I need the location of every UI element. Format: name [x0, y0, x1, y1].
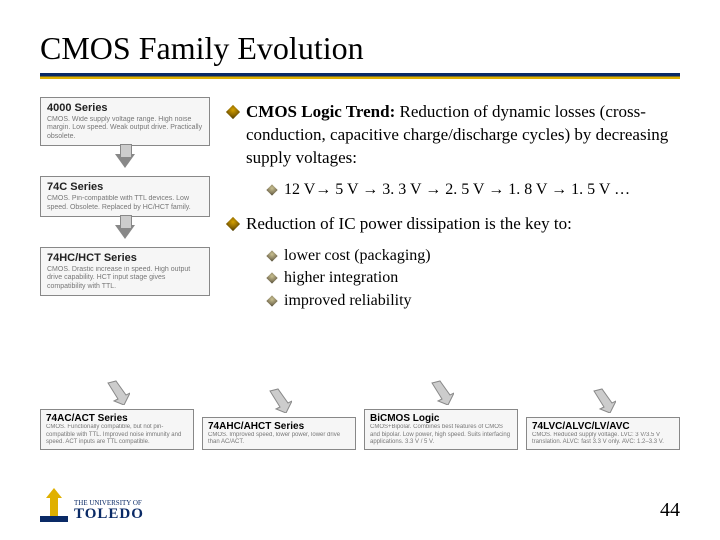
- bullet-item: CMOS Logic Trend: Reduction of dynamic l…: [228, 101, 680, 170]
- bottom-cell: 74LVC/ALVC/LV/AVC CMOS. Reduced supply v…: [526, 387, 680, 450]
- series-title: 74AC/ACT Series: [46, 413, 188, 424]
- title-underline: [40, 73, 680, 79]
- sub-text: 12 V→ 5 V → 3. 3 V → 2. 5 V → 1. 8 V → 1…: [284, 180, 630, 201]
- bottom-series-row: 74AC/ACT Series CMOS. Functionally compa…: [40, 379, 680, 450]
- sub-marker-icon: [266, 273, 277, 284]
- content-row: 4000 Series CMOS. Wide supply voltage ra…: [40, 97, 680, 324]
- series-title: 74HC/HCT Series: [47, 252, 203, 264]
- series-box: 74C Series CMOS. Pin-compatible with TTL…: [40, 176, 210, 217]
- series-box: 74AC/ACT Series CMOS. Functionally compa…: [40, 409, 194, 450]
- sub-item: higher integration: [268, 268, 680, 289]
- bullet-lead: CMOS Logic Trend:: [246, 102, 395, 121]
- sub-list: 12 V→ 5 V → 3. 3 V → 2. 5 V → 1. 8 V → 1…: [228, 180, 680, 201]
- series-desc: CMOS. Wide supply voltage range. High no…: [47, 116, 203, 141]
- sub-list: lower cost (packaging) higher integratio…: [228, 246, 680, 312]
- series-box: 4000 Series CMOS. Wide supply voltage ra…: [40, 97, 210, 146]
- logo-text: THE UNIVERSITY OF TOLEDO: [74, 500, 144, 522]
- right-bullets-column: CMOS Logic Trend: Reduction of dynamic l…: [228, 97, 680, 324]
- sub-item: improved reliability: [268, 291, 680, 312]
- series-title: 74LVC/ALVC/LV/AVC: [532, 421, 674, 432]
- diag-arrow-icon: [104, 379, 130, 405]
- series-desc: CMOS+Bipolar. Combines best features of …: [370, 424, 512, 446]
- university-logo: THE UNIVERSITY OF TOLEDO: [40, 488, 144, 522]
- left-series-column: 4000 Series CMOS. Wide supply voltage ra…: [40, 97, 210, 296]
- series-box: 74LVC/ALVC/LV/AVC CMOS. Reduced supply v…: [526, 417, 680, 450]
- bottom-cell: 74AHC/AHCT Series CMOS. Improved speed, …: [202, 387, 356, 450]
- bottom-cell: 74AC/ACT Series CMOS. Functionally compa…: [40, 379, 194, 450]
- series-desc: CMOS. Pin-compatible with TTL devices. L…: [47, 195, 203, 212]
- series-desc: CMOS. Improved speed, lower power, lower…: [208, 432, 350, 446]
- bullet-text: Reduction of IC power dissipation is the…: [246, 213, 572, 236]
- sub-marker-icon: [266, 250, 277, 261]
- logo-mark-icon: [40, 488, 68, 522]
- page-number: 44: [660, 499, 680, 522]
- series-box: BiCMOS Logic CMOS+Bipolar. Combines best…: [364, 409, 518, 450]
- sub-item: 12 V→ 5 V → 3. 3 V → 2. 5 V → 1. 8 V → 1…: [268, 180, 680, 201]
- bullet-item: Reduction of IC power dissipation is the…: [228, 213, 680, 236]
- bullet-text: CMOS Logic Trend: Reduction of dynamic l…: [246, 101, 680, 170]
- diag-arrow-icon: [428, 379, 454, 405]
- series-title: 4000 Series: [47, 102, 203, 114]
- down-arrow-icon: [115, 154, 135, 168]
- logo-line2: TOLEDO: [74, 507, 144, 522]
- series-title: 74C Series: [47, 181, 203, 193]
- series-title: BiCMOS Logic: [370, 413, 512, 424]
- series-title: 74AHC/AHCT Series: [208, 421, 350, 432]
- bottom-cell: BiCMOS Logic CMOS+Bipolar. Combines best…: [364, 379, 518, 450]
- sub-marker-icon: [266, 295, 277, 306]
- footer: THE UNIVERSITY OF TOLEDO 44: [40, 488, 680, 522]
- bullet-marker-icon: [226, 217, 240, 231]
- down-arrow-icon: [115, 225, 135, 239]
- series-desc: CMOS. Functionally compatible, but not p…: [46, 424, 188, 446]
- slide-title: CMOS Family Evolution: [40, 30, 680, 67]
- series-box: 74AHC/AHCT Series CMOS. Improved speed, …: [202, 417, 356, 450]
- diag-arrow-icon: [590, 387, 616, 413]
- sub-text: lower cost (packaging): [284, 246, 431, 267]
- series-box: 74HC/HCT Series CMOS. Drastic increase i…: [40, 247, 210, 296]
- diag-arrow-icon: [266, 387, 292, 413]
- sub-marker-icon: [266, 184, 277, 195]
- sub-text: higher integration: [284, 268, 398, 289]
- sub-text: improved reliability: [284, 291, 412, 312]
- series-desc: CMOS. Drastic increase in speed. High ou…: [47, 266, 203, 291]
- bullet-marker-icon: [226, 105, 240, 119]
- sub-item: lower cost (packaging): [268, 246, 680, 267]
- series-desc: CMOS. Reduced supply voltage. LVC: 3 V/3…: [532, 432, 674, 446]
